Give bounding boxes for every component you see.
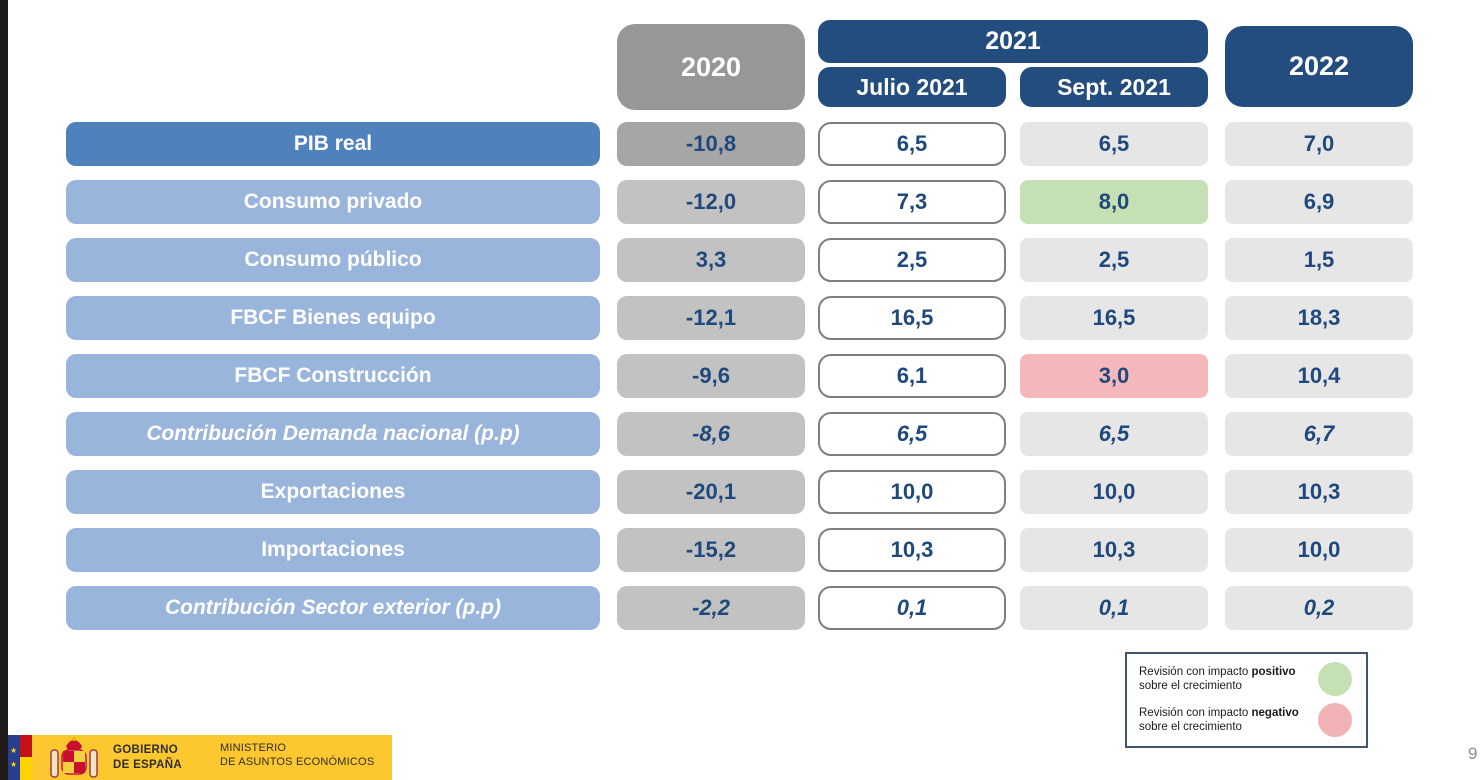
table-row-pib-real: PIB real -10,8 6,5 6,5 7,0 (0, 122, 1482, 166)
row-label: Consumo privado (66, 180, 600, 224)
legend-positive-text: Revisión con impacto positivo sobre el c… (1139, 666, 1296, 692)
value-2022: 6,9 (1225, 180, 1413, 224)
value-2022: 7,0 (1225, 122, 1413, 166)
spain-flag-red-block (20, 735, 32, 757)
eu-star-icon: ★ (10, 746, 18, 755)
value-2020: -20,1 (617, 470, 805, 514)
table-row-fbcf-bienes-equipo: FBCF Bienes equipo -12,1 16,5 16,5 18,3 (0, 296, 1482, 340)
value-sept-2021: 0,1 (1020, 586, 1208, 630)
table-row-contribucion-sector-exterior: Contribución Sector exterior (p.p) -2,2 … (0, 586, 1482, 630)
value-sept-2021: 10,3 (1020, 528, 1208, 572)
table-row-contribucion-demanda-nacional: Contribución Demanda nacional (p.p) -8,6… (0, 412, 1482, 456)
column-header-sept-2021: Sept. 2021 (1020, 67, 1208, 107)
value-2020: -12,0 (617, 180, 805, 224)
table-row-consumo-publico: Consumo público 3,3 2,5 2,5 1,5 (0, 238, 1482, 282)
government-banner: ★ ★ GOBIERNO DE ESPAÑA MINISTERIO (8, 735, 392, 780)
row-label: FBCF Construcción (66, 354, 600, 398)
column-header-2020: 2020 (617, 24, 805, 110)
value-julio-2021: 7,3 (818, 180, 1006, 224)
value-2020: -2,2 (617, 586, 805, 630)
table-row-consumo-privado: Consumo privado -12,0 7,3 8,0 6,9 (0, 180, 1482, 224)
value-2022: 10,4 (1225, 354, 1413, 398)
value-julio-2021: 0,1 (818, 586, 1006, 630)
value-julio-2021: 16,5 (818, 296, 1006, 340)
value-2022: 6,7 (1225, 412, 1413, 456)
column-header-2021-group: 2021 (818, 20, 1208, 63)
row-label: FBCF Bienes equipo (66, 296, 600, 340)
value-julio-2021: 6,1 (818, 354, 1006, 398)
eu-star-icon: ★ (10, 760, 18, 769)
value-sept-2021: 10,0 (1020, 470, 1208, 514)
spain-coat-of-arms-icon (50, 737, 98, 778)
value-2022: 0,2 (1225, 586, 1413, 630)
banner-yellow-background: GOBIERNO DE ESPAÑA MINISTERIO DE ASUNTOS… (32, 735, 392, 780)
value-sept-2021-negative-revision: 3,0 (1020, 354, 1208, 398)
value-2020: -10,8 (617, 122, 805, 166)
value-2020: -8,6 (617, 412, 805, 456)
forecast-table: PIB real -10,8 6,5 6,5 7,0 Consumo priva… (0, 122, 1482, 644)
legend-item-positive: Revisión con impacto positivo sobre el c… (1139, 662, 1356, 696)
negative-revision-dot-icon (1318, 703, 1352, 737)
value-2020: 3,3 (617, 238, 805, 282)
row-label: Consumo público (66, 238, 600, 282)
value-2020: -9,6 (617, 354, 805, 398)
column-header-julio-2021: Julio 2021 (818, 67, 1006, 107)
left-edge-strip (0, 0, 8, 780)
revision-legend: Revisión con impacto positivo sobre el c… (1125, 652, 1368, 748)
value-sept-2021: 2,5 (1020, 238, 1208, 282)
value-2022: 10,3 (1225, 470, 1413, 514)
value-julio-2021: 10,3 (818, 528, 1006, 572)
table-row-exportaciones: Exportaciones -20,1 10,0 10,0 10,3 (0, 470, 1482, 514)
value-sept-2021: 6,5 (1020, 122, 1208, 166)
value-sept-2021: 6,5 (1020, 412, 1208, 456)
row-label: Contribución Sector exterior (p.p) (66, 586, 600, 630)
value-2020: -15,2 (617, 528, 805, 572)
table-row-fbcf-construccion: FBCF Construcción -9,6 6,1 3,0 10,4 (0, 354, 1482, 398)
value-sept-2021: 16,5 (1020, 296, 1208, 340)
value-julio-2021: 2,5 (818, 238, 1006, 282)
legend-item-negative: Revisión con impacto negativo sobre el c… (1139, 703, 1356, 737)
value-julio-2021: 6,5 (818, 122, 1006, 166)
ministerio-label: MINISTERIO DE ASUNTOS ECONÓMICOS (220, 742, 375, 768)
value-2022: 1,5 (1225, 238, 1413, 282)
value-sept-2021-positive-revision: 8,0 (1020, 180, 1208, 224)
row-label: Exportaciones (66, 470, 600, 514)
spain-flag-yellow-block (20, 757, 32, 780)
gobierno-de-espana-label: GOBIERNO DE ESPAÑA (113, 744, 182, 771)
table-row-importaciones: Importaciones -15,2 10,3 10,3 10,0 (0, 528, 1482, 572)
legend-negative-text: Revisión con impacto negativo sobre el c… (1139, 707, 1299, 733)
row-label: Contribución Demanda nacional (p.p) (66, 412, 600, 456)
value-2022: 18,3 (1225, 296, 1413, 340)
page-number: 9 (1468, 744, 1478, 763)
column-header-2022: 2022 (1225, 26, 1413, 107)
eu-flag-strip: ★ ★ (8, 735, 20, 780)
value-2020: -12,1 (617, 296, 805, 340)
row-label: Importaciones (66, 528, 600, 572)
value-2022: 10,0 (1225, 528, 1413, 572)
value-julio-2021: 10,0 (818, 470, 1006, 514)
row-label: PIB real (66, 122, 600, 166)
positive-revision-dot-icon (1318, 662, 1352, 696)
value-julio-2021: 6,5 (818, 412, 1006, 456)
